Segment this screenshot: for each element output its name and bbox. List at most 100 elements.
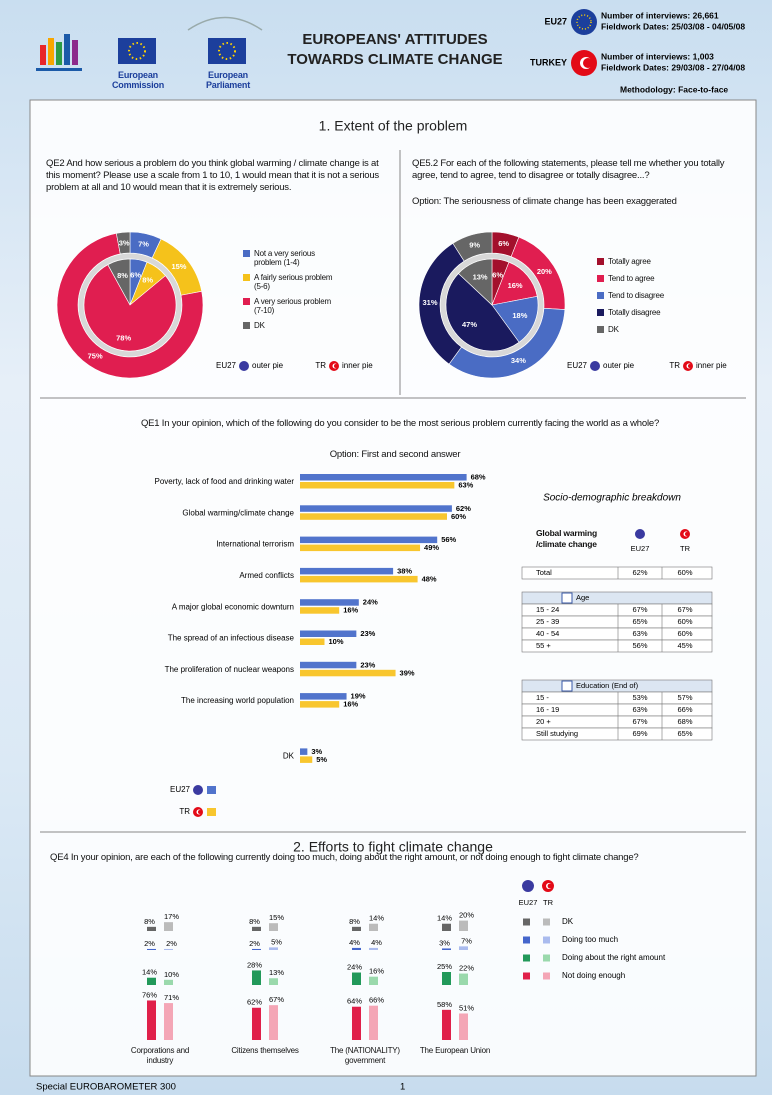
bar: [459, 946, 468, 950]
value-label: 71%: [164, 993, 179, 1002]
legend-label: Totally disagree: [608, 308, 698, 317]
question: QE4 In your opinion, are each of the fol…: [50, 852, 750, 864]
bar: [369, 977, 378, 985]
logo-caption: European Parliament: [188, 70, 268, 90]
value-label: 10%: [164, 970, 179, 979]
survey-info: Fieldwork Dates: 29/03/08 - 27/04/08: [601, 62, 745, 72]
legend-swatch: [523, 919, 530, 926]
table-cell: 60%: [677, 617, 692, 626]
slice-label: 16%: [508, 281, 523, 290]
bar: [369, 1006, 378, 1040]
value-label: 2%: [144, 939, 155, 948]
value-label: 4%: [349, 938, 360, 947]
logo-caption: European Commission: [98, 70, 178, 90]
value-label: 8%: [349, 917, 360, 926]
bar: [252, 1008, 261, 1040]
slice-label: 15%: [171, 262, 186, 271]
tr-icon-crescent: [198, 810, 202, 814]
table-cell: Still studying: [536, 729, 578, 738]
value-label: 16%: [369, 967, 384, 976]
slice-label: 13%: [473, 272, 488, 281]
value-label: 14%: [142, 968, 157, 977]
slice-label: 75%: [88, 351, 103, 360]
table-cell: 63%: [632, 629, 647, 638]
legend-country: EU27: [567, 361, 588, 370]
value-label: 23%: [360, 660, 375, 669]
value-label: 39%: [400, 668, 415, 677]
bar: [442, 948, 451, 950]
bar: [300, 670, 396, 677]
table-cell: 55 +: [536, 641, 551, 650]
legend-label: DK: [608, 325, 698, 334]
slice-label: 31%: [423, 298, 438, 307]
table-cell: 67%: [632, 717, 647, 726]
legend-label: Doing too much: [562, 935, 618, 944]
title-line: EUROPEANS' ATTITUDES: [302, 31, 487, 48]
survey-info: Number of interviews: 26,661: [601, 10, 719, 20]
legend-label: A fairly serious problem (5-6): [254, 273, 334, 291]
legend-swatch: [243, 322, 250, 329]
slice-label: 6%: [498, 239, 509, 248]
bar: [369, 948, 378, 950]
category-label: The proliferation of nuclear weapons: [165, 665, 294, 674]
slice-label: 6%: [492, 271, 503, 280]
value-label: 13%: [269, 968, 284, 977]
legend-ring: outer pie: [603, 361, 635, 370]
bar: [164, 980, 173, 985]
tr-emblem-crescent: [583, 58, 593, 68]
bar: [147, 949, 156, 950]
legend-label: Not a very serious problem (1-4): [254, 249, 334, 267]
slice-label: 8%: [142, 276, 153, 285]
eu-flag: [118, 38, 156, 64]
table-cell: 67%: [677, 605, 692, 614]
bar: [300, 505, 452, 512]
value-label: 16%: [343, 700, 358, 709]
bar: [300, 607, 339, 614]
bar: [252, 949, 261, 950]
eurobarometer-logo: [36, 34, 82, 71]
value-label: 22%: [459, 964, 474, 973]
legend-swatch: [597, 275, 604, 282]
legend-label: Doing about the right amount: [562, 953, 666, 962]
legend-swatch: [597, 258, 604, 265]
value-label: 24%: [363, 598, 378, 607]
legend-swatch: [543, 973, 550, 980]
legend-swatch: [243, 274, 250, 281]
section-title: 1. Extent of the problem: [319, 118, 468, 134]
legend-swatch: [543, 955, 550, 962]
bar: [300, 748, 307, 755]
tr-icon-crescent: [685, 532, 689, 536]
bar: [252, 927, 261, 931]
legend-ring: outer pie: [252, 361, 284, 370]
eu-icon: [635, 529, 645, 539]
slice-label: 9%: [469, 240, 480, 249]
value-label: 38%: [397, 566, 412, 575]
legend-label: Tend to disagree: [608, 291, 698, 300]
category-label: Corporations and industry: [122, 1046, 198, 1066]
slice-label: 6%: [130, 271, 141, 280]
table-cell: 69%: [632, 729, 647, 738]
bar: [147, 927, 156, 931]
bar: [300, 545, 420, 552]
legend-ring: inner pie: [696, 361, 727, 370]
slice-label: 8%: [117, 271, 128, 280]
table-cell: 15 -: [536, 693, 549, 702]
legend-label: Totally agree: [608, 257, 698, 266]
value-label: 5%: [271, 937, 282, 946]
bar: [300, 639, 325, 646]
bar: [369, 924, 378, 931]
value-label: 56%: [441, 535, 456, 544]
value-label: 8%: [249, 917, 260, 926]
tr-icon-crescent: [688, 364, 692, 368]
legend-swatch: [543, 937, 550, 944]
category-label: Poverty, lack of food and drinking water: [155, 477, 295, 486]
group-header: [522, 592, 712, 604]
tr-icon-crescent: [548, 884, 553, 889]
bar: [269, 923, 278, 931]
legend-country: EU27: [519, 898, 538, 907]
value-label: 51%: [459, 1003, 474, 1012]
value-label: 67%: [269, 995, 284, 1004]
title-line: TOWARDS CLIMATE CHANGE: [287, 51, 502, 68]
legend-swatch: [243, 250, 250, 257]
table-title: Socio-demographic breakdown: [543, 493, 681, 504]
